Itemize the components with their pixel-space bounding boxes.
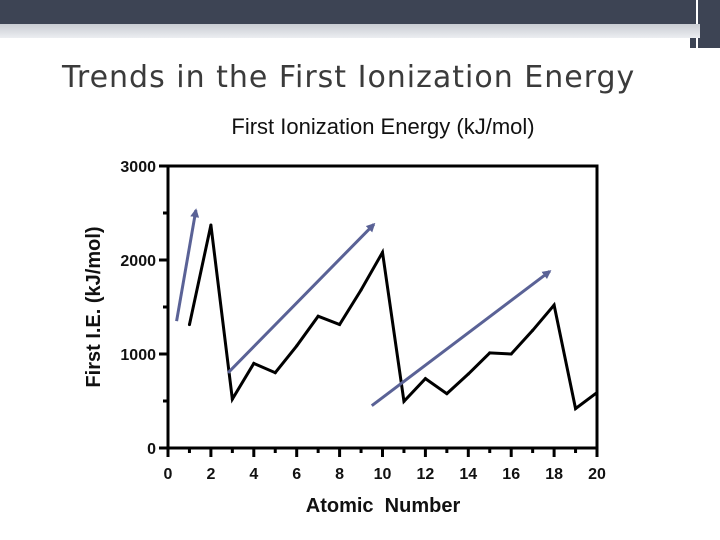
plot-frame [166, 164, 599, 450]
y-axis: 0 1000 2000 3000 [120, 159, 168, 458]
data-point [187, 323, 191, 327]
data-point [595, 391, 599, 395]
chart-title: First Ionization Energy (kJ/mol) [231, 114, 534, 139]
data-point [338, 322, 342, 326]
data-point [273, 371, 277, 375]
y-tick-label: 0 [147, 441, 156, 458]
data-point [574, 407, 578, 411]
y-tick-label: 2000 [120, 253, 156, 270]
x-tick-label: 6 [292, 466, 301, 483]
header-bar [0, 0, 720, 24]
x-tick-label: 18 [545, 466, 563, 483]
x-axis-label: Atomic Number [306, 495, 461, 517]
data-point [209, 223, 213, 227]
data-point [509, 352, 513, 356]
y-tick-label: 1000 [120, 347, 156, 364]
x-axis: 0 2 4 6 8 10 12 14 16 18 20 [164, 448, 606, 483]
data-point [359, 288, 363, 292]
ionization-energy-line [187, 224, 598, 412]
x-tick-label: 14 [459, 466, 477, 483]
data-point [466, 372, 470, 376]
x-tick-label: 0 [164, 466, 173, 483]
trend-arrow [370, 270, 552, 407]
data-point [488, 351, 492, 355]
data-point [316, 314, 320, 318]
trend-arrows [175, 208, 552, 407]
data-point [230, 397, 234, 401]
trend-arrow [175, 208, 200, 322]
data-point [295, 344, 299, 348]
x-tick-label: 12 [417, 466, 435, 483]
y-tick-label: 3000 [120, 159, 156, 176]
x-tick-label: 8 [335, 466, 344, 483]
x-tick-label: 4 [249, 466, 258, 483]
series-layer [187, 223, 599, 412]
data-point [402, 399, 406, 403]
data-point [531, 328, 535, 332]
x-tick-label: 10 [374, 466, 392, 483]
data-point [252, 361, 256, 365]
x-tick-label: 2 [206, 466, 215, 483]
x-tick-label: 16 [502, 466, 520, 483]
y-axis-label: First I.E. (kJ/mol) [83, 226, 105, 387]
trend-arrow [226, 222, 376, 374]
slide-title: Trends in the First Ionization Energy [62, 60, 636, 95]
data-point [381, 250, 384, 254]
data-point [445, 392, 449, 396]
data-point [423, 377, 427, 381]
header-divider [0, 24, 700, 38]
x-tick-label: 20 [588, 466, 606, 483]
data-point [552, 303, 556, 307]
